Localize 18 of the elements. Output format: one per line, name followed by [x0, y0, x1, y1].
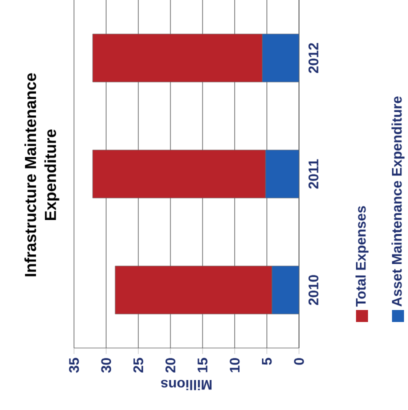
- y-tick-label: 2012: [308, 43, 318, 74]
- y-tick-label: 2010: [308, 275, 318, 306]
- x-axis-title: Millions: [161, 380, 212, 390]
- x-tick-label: 20: [165, 358, 176, 373]
- x-tick-label: 30: [101, 358, 112, 373]
- text: Asset Maintenance Expenditure: [392, 96, 404, 306]
- x-tick-label: 15: [198, 358, 208, 372]
- bar: [265, 150, 299, 198]
- y-tick-label: 2011: [308, 159, 318, 189]
- x-tick-label: 25: [133, 358, 144, 373]
- bar: [262, 34, 299, 82]
- x-tick-label: 10: [230, 358, 240, 372]
- text: Total Expenses: [356, 206, 368, 307]
- x-tick-label: 35: [69, 358, 79, 373]
- x-tick-label: 5: [262, 358, 272, 365]
- text: Infrastructure Maintenance Expenditure: [24, 73, 60, 276]
- x-tick-label: 0: [294, 358, 304, 365]
- bar: [272, 266, 299, 314]
